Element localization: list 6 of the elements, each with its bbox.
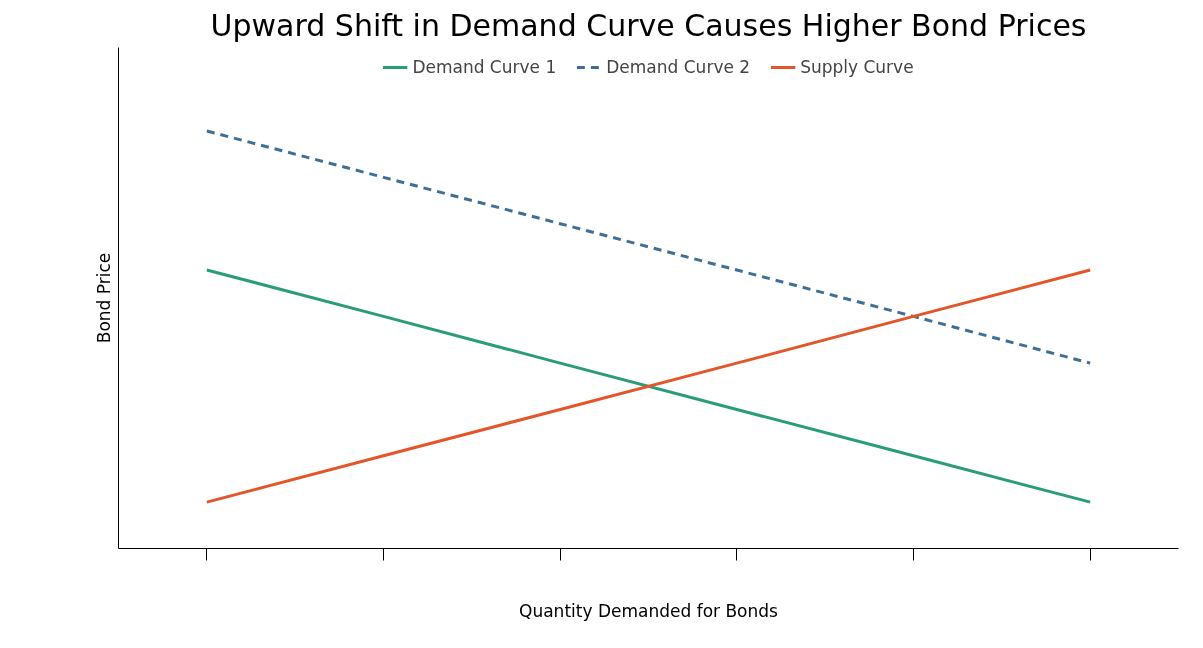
legend-label: Supply Curve — [800, 57, 914, 77]
y-axis-title: Bond Price — [93, 252, 114, 344]
legend-label: Demand Curve 2 — [606, 57, 751, 77]
x-axis-title: Quantity Demanded for Bonds — [519, 600, 779, 621]
chart-title: Upward Shift in Demand Curve Causes Higher Bond Prices — [210, 7, 1087, 43]
legend-label: Demand Curve 1 — [412, 57, 557, 77]
